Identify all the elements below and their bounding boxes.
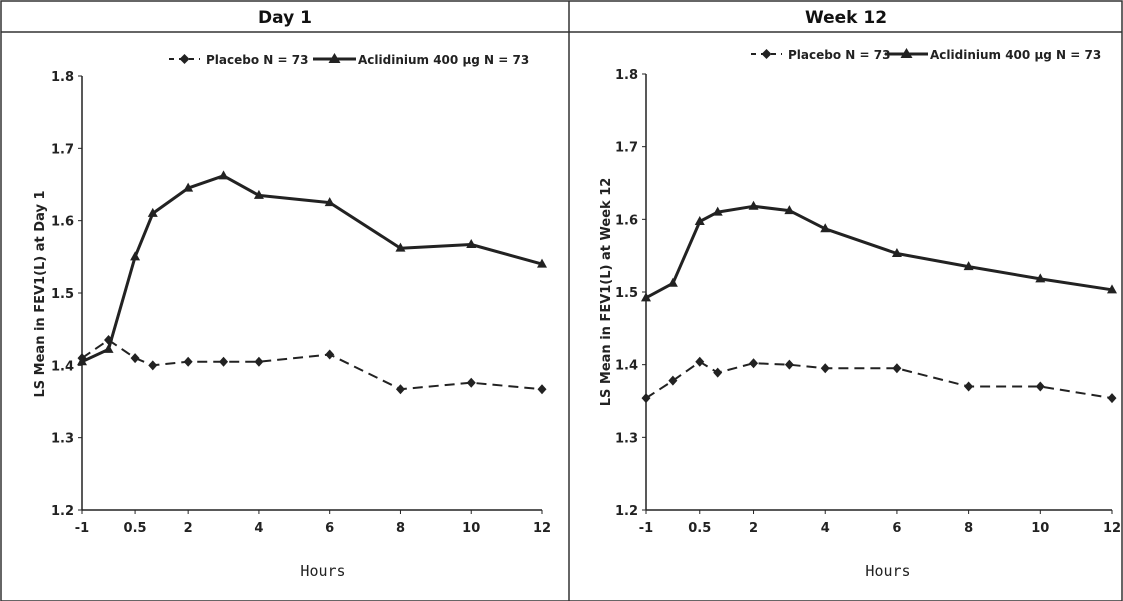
aclidinium-series-line [81,174,543,364]
placebo-point [892,363,902,374]
placebo-point [183,356,193,367]
x-tick-label: 2 [749,521,758,536]
legend-aclidinium-marker [900,48,913,58]
placebo-series-line [81,339,543,391]
legend-aclidinium-label: Aclidinium 400 µg N = 73 [358,53,529,67]
legend-placebo-label: Placebo N = 73 [788,48,890,62]
placebo-point [148,360,158,371]
placebo-point [695,356,705,367]
y-axis-label: LS Mean in FEV1(L) at Day 1 [33,191,48,398]
y-tick-label: 1.7 [51,142,74,157]
x-tick-label: 4 [254,521,263,536]
placebo-point [641,393,651,404]
aclidinium-point [466,239,477,249]
y-axis-label: LS Mean in FEV1(L) at Week 12 [599,178,614,407]
placebo-point [325,349,335,360]
placebo-point [254,356,264,367]
aclidinium-point [218,170,229,180]
aclidinium-point [891,247,902,257]
placebo-point [784,359,794,370]
legend-aclidinium-label: Aclidinium 400 µg N = 73 [930,48,1101,62]
x-axis-label: Hours [300,562,345,580]
legend: Placebo N = 73 Aclidinium 400 µg N = 73 [751,48,1101,62]
placebo-point [219,356,229,367]
x-tick-label: 2 [184,521,193,536]
aclidinium-point [748,200,759,210]
placebo-point [1107,393,1117,404]
aclidinium-point [712,206,723,216]
y-tick-label: 1.4 [615,359,638,374]
legend-placebo-label: Placebo N = 73 [206,53,308,67]
aclidinium-point [324,197,335,207]
x-tick-label: -1 [639,521,653,536]
aclidinium-point [77,356,87,366]
x-tick-label: 10 [1031,521,1049,536]
x-tick-label: 0.5 [688,521,711,536]
x-tick-label: 12 [1103,521,1121,536]
placebo-point [820,363,830,374]
x-tick-label: 8 [964,521,973,536]
aclidinium-point [963,261,974,271]
legend-placebo-marker [761,49,772,59]
placebo-point [130,353,140,364]
aclidinium-point [253,189,264,199]
x-tick-label: 12 [533,521,551,536]
y-tick-label: 1.6 [615,213,638,228]
x-tick-label: 8 [396,521,405,536]
aclidinium-series-line [645,204,1113,300]
y-tick-label: 1.7 [615,141,638,156]
y-tick-label: 1.3 [615,431,638,446]
placebo-point [1035,381,1045,392]
panel-title: Week 12 [805,8,887,28]
aclidinium-point [667,277,678,287]
y-tick-label: 1.6 [51,215,74,230]
aclidinium-point [130,251,141,261]
y-tick-label: 1.2 [51,504,74,519]
placebo-point [668,375,678,386]
x-axis-label: Hours [865,562,910,580]
legend-placebo-marker [179,54,190,64]
y-tick-label: 1.8 [615,68,638,83]
x-tick-label: -1 [75,521,89,536]
y-tick-label: 1.5 [615,286,638,301]
x-tick-label: 6 [325,521,334,536]
placebo-point [395,384,405,395]
placebo-point [466,377,476,388]
aclidinium-point [784,205,795,215]
y-tick-label: 1.3 [51,432,74,447]
aclidinium-point [820,223,831,233]
panel-week-12: Week 12 Placebo N = 73 Aclidinium 400 µg… [569,8,1122,580]
legend: Placebo N = 73 Aclidinium 400 µg N = 73 [169,53,529,67]
aclidinium-point [183,182,194,192]
aclidinium-point [1107,284,1117,294]
aclidinium-point [641,292,651,302]
aclidinium-point [1035,273,1046,283]
placebo-point [964,381,974,392]
aclidinium-point [395,242,406,252]
x-tick-label: 6 [892,521,901,536]
y-tick-label: 1.4 [51,359,74,374]
x-tick-label: 4 [821,521,830,536]
y-tick-label: 1.2 [615,504,638,519]
x-tick-label: 0.5 [124,521,147,536]
aclidinium-point [103,343,114,353]
aclidinium-point [537,258,547,268]
placebo-point [749,358,759,369]
aclidinium-point [147,207,158,217]
legend-aclidinium-marker [328,53,341,63]
aclidinium-point [694,216,705,226]
y-tick-label: 1.5 [51,287,74,302]
y-tick-label: 1.8 [51,70,74,85]
placebo-point [713,367,723,378]
panel-title: Day 1 [258,8,312,28]
placebo-series-line [645,360,1113,400]
placebo-point [537,384,547,395]
x-tick-label: 10 [462,521,480,536]
panel-day-1: Day 1 Placebo N = 73 Aclidinium 400 µg N… [1,8,569,580]
